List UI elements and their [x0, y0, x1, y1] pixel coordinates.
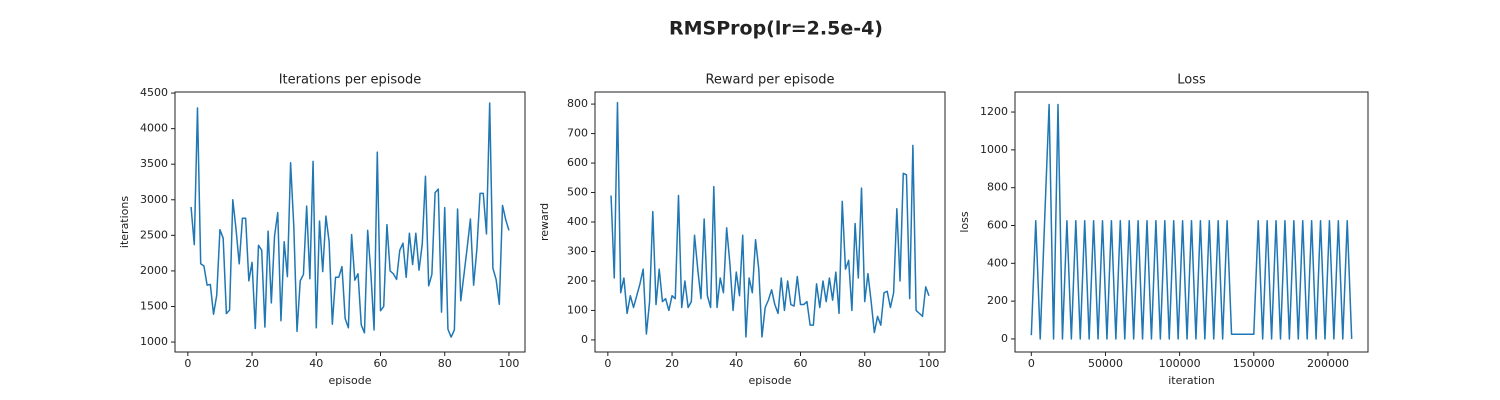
y-tick-label: 800 [567, 97, 588, 110]
x-tick-label: 60 [374, 357, 388, 370]
x-tick-label: 0 [1028, 357, 1035, 370]
y-tick-label: 1000 [980, 143, 1008, 156]
y-tick-label: 200 [987, 294, 1008, 307]
x-tick-label: 100 [498, 357, 519, 370]
y-tick-label: 3000 [140, 193, 168, 206]
y-axis-label: reward [538, 203, 551, 241]
y-tick-label: 500 [567, 186, 588, 199]
x-tick-label: 40 [729, 357, 743, 370]
y-tick-label: 700 [567, 127, 588, 140]
y-tick-label: 4500 [140, 86, 168, 99]
plot-frame [594, 91, 946, 353]
x-tick-label: 80 [438, 357, 452, 370]
x-tick-label: 80 [858, 357, 872, 370]
x-tick-label: 200000 [1307, 357, 1349, 370]
y-tick-label: 800 [987, 181, 1008, 194]
y-tick-label: 400 [567, 215, 588, 228]
x-tick-label: 100000 [1159, 357, 1201, 370]
x-tick-label: 150000 [1233, 357, 1275, 370]
data-line [1030, 103, 1353, 340]
x-tick-label: 100 [918, 357, 939, 370]
plot-frame [1014, 91, 1369, 353]
y-tick-label: 600 [987, 218, 1008, 231]
x-axis-label: iteration [1168, 374, 1214, 387]
x-tick-label: 0 [604, 357, 611, 370]
x-tick-label: 20 [665, 357, 679, 370]
y-tick-label: 200 [567, 274, 588, 287]
x-tick-label: 20 [245, 357, 259, 370]
y-tick-label: 100 [567, 303, 588, 316]
x-tick-label: 0 [184, 357, 191, 370]
x-tick-label: 50000 [1088, 357, 1123, 370]
y-tick-label: 300 [567, 244, 588, 257]
y-axis-label: loss [958, 211, 971, 233]
y-tick-label: 0 [1001, 332, 1008, 345]
x-tick-label: 40 [309, 357, 323, 370]
y-tick-label: 2000 [140, 264, 168, 277]
y-tick-label: 2500 [140, 228, 168, 241]
chart-title: Loss [1177, 73, 1206, 88]
y-axis-label: iterations [118, 196, 131, 248]
data-line [190, 102, 510, 338]
y-tick-label: 1000 [140, 335, 168, 348]
y-tick-label: 1500 [140, 299, 168, 312]
chart-title: Iterations per episode [279, 73, 422, 88]
figure-title: RMSProp(lr=2.5e-4) [669, 18, 883, 40]
y-tick-label: 600 [567, 156, 588, 169]
chart-title: Reward per episode [705, 73, 834, 88]
y-tick-label: 400 [987, 256, 1008, 269]
x-tick-label: 60 [794, 357, 808, 370]
data-line [610, 101, 930, 338]
y-tick-label: 1200 [980, 105, 1008, 118]
x-axis-label: episode [748, 374, 791, 387]
y-tick-label: 0 [581, 333, 588, 346]
y-tick-label: 3500 [140, 157, 168, 170]
plot-frame [174, 91, 526, 353]
x-axis-label: episode [328, 374, 371, 387]
y-tick-label: 4000 [140, 122, 168, 135]
